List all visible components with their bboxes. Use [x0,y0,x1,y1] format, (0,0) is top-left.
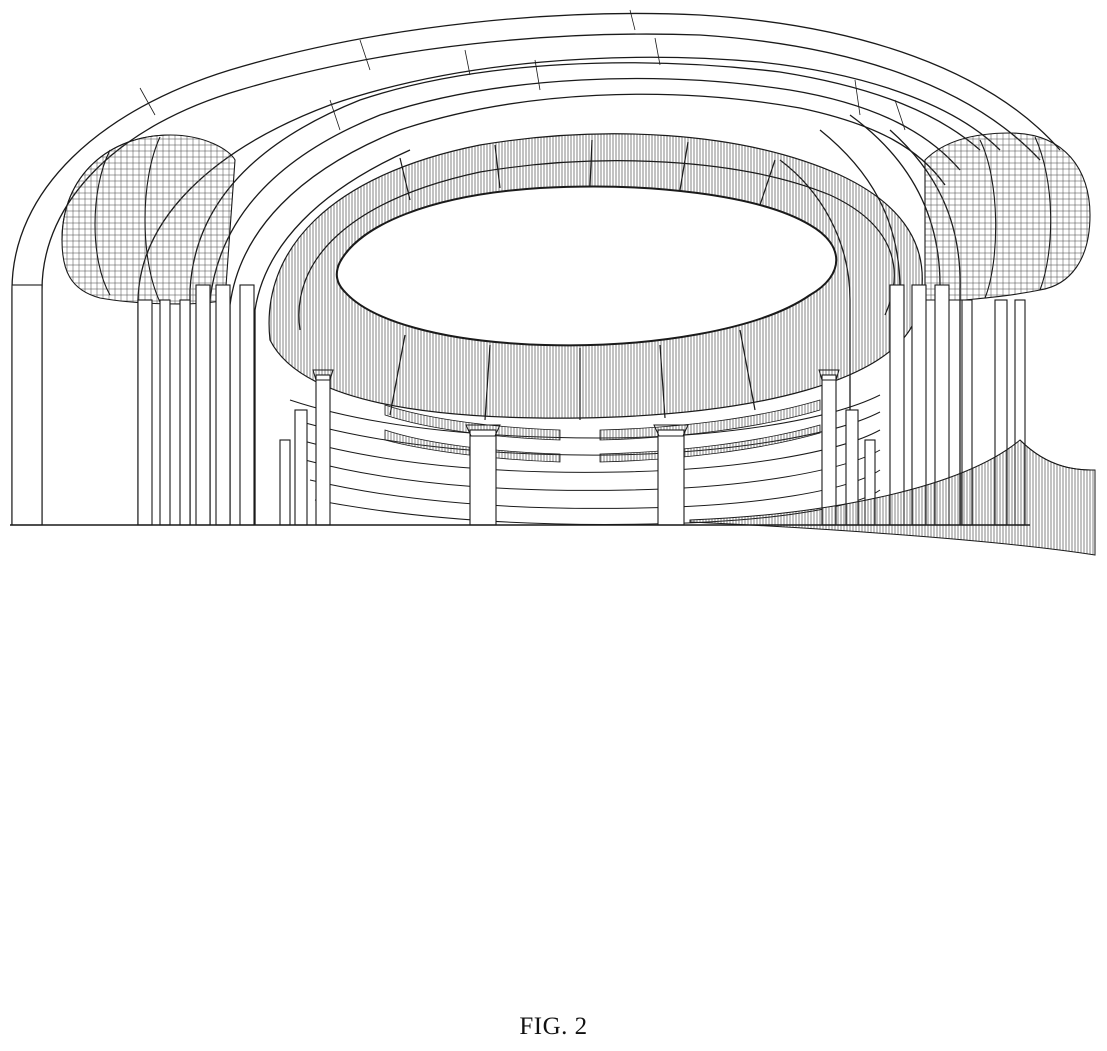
right-roof-pod [925,133,1090,300]
roof-ribs-top [140,10,905,130]
left-roof-pod [62,135,235,304]
figure-caption: FIG. 2 [0,1013,1107,1041]
